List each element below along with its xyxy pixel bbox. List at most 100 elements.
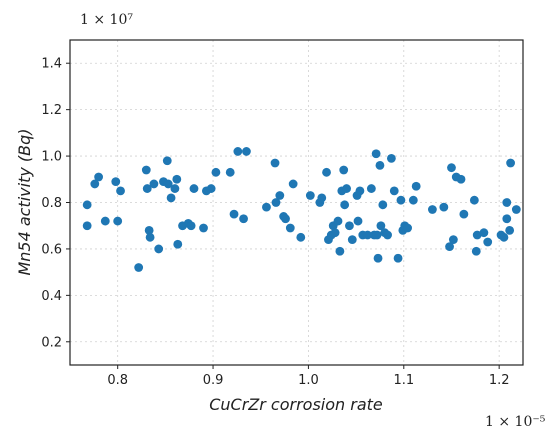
data-point (186, 221, 196, 231)
data-point (172, 174, 182, 184)
data-point (459, 209, 469, 219)
data-point (144, 225, 154, 235)
data-point (166, 193, 176, 203)
data-point (225, 167, 235, 177)
data-point (288, 179, 298, 189)
x-tick-label: 1.1 (393, 373, 414, 388)
data-point (142, 184, 152, 193)
data-point (335, 246, 345, 256)
data-point (376, 221, 386, 231)
data-point (82, 200, 92, 210)
data-point (90, 179, 100, 189)
data-point (189, 184, 199, 193)
data-point (262, 202, 271, 212)
data-point (375, 160, 385, 170)
data-point (396, 195, 406, 205)
data-point (502, 198, 512, 207)
data-point (296, 232, 306, 242)
data-point (408, 195, 418, 205)
data-point (366, 184, 376, 193)
x-axis-label: CuCrZr corrosion rate (209, 395, 383, 414)
data-point (330, 228, 340, 238)
data-point (333, 216, 343, 226)
y-tick-label: 1.4 (41, 57, 62, 72)
data-point (445, 242, 454, 252)
axis-ticks: 0.8 0.9 1.0 1.1 1.2 0.2 0.4 0.6 0.8 1.0 1.2 1.4 (41, 57, 509, 388)
y-tick-label: 1.0 (41, 150, 62, 165)
data-point (116, 186, 125, 196)
y-tick-label: 1.2 (41, 103, 62, 118)
data-point (502, 214, 512, 224)
data-point (270, 158, 280, 168)
data-point (447, 163, 456, 173)
data-point (456, 174, 466, 184)
data-point (317, 193, 327, 203)
y-tick-label: 0.4 (41, 289, 62, 304)
data-point (82, 221, 92, 231)
grid (70, 40, 523, 365)
data-point (173, 239, 183, 249)
data-points (82, 147, 521, 272)
data-point (149, 179, 159, 189)
data-point (154, 244, 164, 254)
data-point (162, 156, 172, 166)
data-point (378, 200, 388, 210)
data-point (113, 216, 123, 226)
data-point (275, 191, 285, 200)
data-point (469, 195, 479, 205)
data-point (471, 246, 481, 256)
data-point (389, 186, 399, 196)
data-point (342, 184, 351, 193)
data-point (271, 198, 281, 207)
data-point (145, 232, 155, 242)
y-axis-label: Mn54 activity (Bq) (15, 128, 34, 275)
x-tick-label: 1.2 (489, 373, 510, 388)
data-point (239, 214, 248, 224)
data-point (347, 235, 357, 245)
data-point (373, 253, 383, 263)
data-point (163, 179, 173, 189)
x-tick-label: 0.8 (107, 373, 128, 388)
x-tick-label: 0.9 (203, 373, 224, 388)
y-tick-label: 0.8 (41, 196, 62, 211)
data-point (170, 184, 180, 193)
data-point (479, 228, 489, 238)
data-point (339, 165, 349, 175)
data-point (211, 167, 221, 177)
data-point (242, 147, 251, 156)
data-point (393, 253, 403, 263)
data-point (403, 223, 413, 233)
x-offset-label: 1 × 10⁻⁵ (485, 414, 546, 430)
data-point (483, 237, 493, 247)
data-point (428, 205, 437, 214)
data-point (322, 167, 331, 177)
data-point (499, 232, 509, 242)
data-point (439, 202, 449, 212)
data-point (355, 186, 365, 196)
data-point (372, 230, 382, 240)
data-point (305, 191, 315, 200)
data-point (285, 223, 295, 233)
data-point (353, 216, 363, 226)
data-point (511, 205, 521, 214)
data-point (363, 230, 372, 240)
y-offset-label: 1 × 10⁷ (80, 12, 133, 28)
data-point (134, 263, 144, 272)
data-point (229, 209, 239, 219)
data-point (94, 172, 104, 182)
data-point (472, 230, 482, 240)
data-point (111, 177, 121, 187)
y-tick-label: 0.6 (41, 242, 62, 257)
data-point (448, 235, 458, 245)
data-point (141, 165, 151, 175)
data-point (411, 181, 421, 191)
data-point (505, 225, 515, 235)
data-point (233, 147, 243, 156)
data-point (506, 158, 516, 168)
y-tick-label: 0.2 (41, 335, 62, 350)
data-point (340, 200, 350, 210)
data-point (345, 221, 354, 231)
data-point (206, 184, 216, 193)
x-tick-label: 1.0 (298, 373, 319, 388)
